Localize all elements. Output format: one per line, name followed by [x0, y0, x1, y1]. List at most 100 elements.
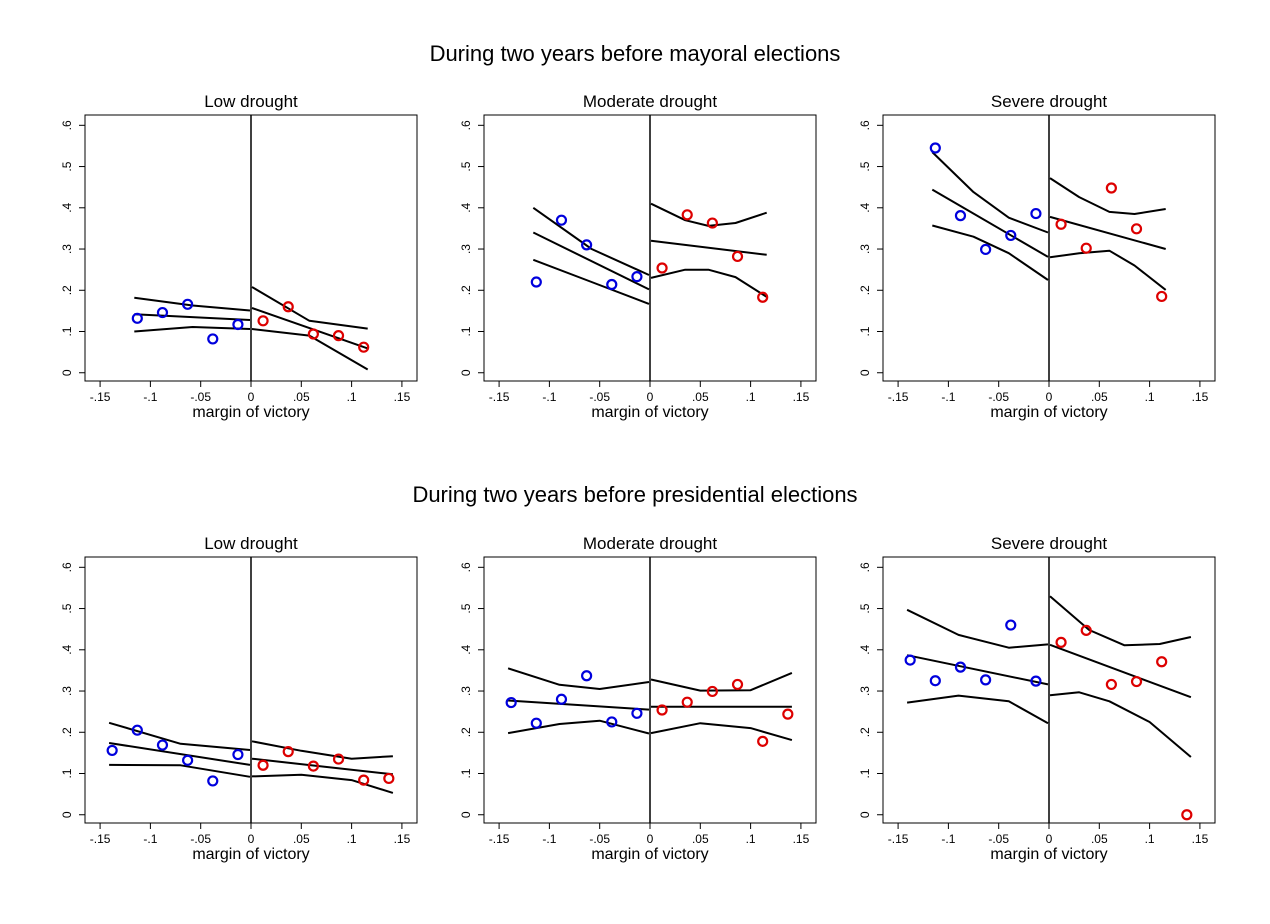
x-tick-label: -.1 [542, 832, 556, 846]
data-point-right [257, 315, 269, 327]
x-tick-label: .1 [746, 390, 756, 404]
data-point-right [307, 328, 319, 340]
data-point-left [606, 716, 618, 728]
y-tick-label: .5 [459, 161, 473, 171]
x-tick-label: -.1 [542, 390, 556, 404]
y-tick-label: 0 [60, 369, 74, 376]
data-point-right [257, 759, 269, 771]
y-tick-label: .6 [459, 562, 473, 572]
ci-lower-line [650, 268, 768, 298]
y-tick-label: .1 [459, 326, 473, 336]
x-tick-label: .15 [394, 832, 411, 846]
x-axis-label: margin of victory [192, 846, 309, 863]
panel-title: Low drought [204, 92, 298, 111]
data-point-left [530, 717, 542, 729]
x-tick-label: .1 [347, 832, 357, 846]
y-tick-label: .1 [459, 768, 473, 778]
y-tick-label: .1 [858, 326, 872, 336]
data-point-right [282, 301, 294, 313]
y-tick-label: .2 [60, 727, 74, 737]
ci-lower-line [507, 719, 650, 735]
data-point-right [332, 753, 345, 765]
data-point-right [757, 735, 769, 747]
y-tick-label: .2 [858, 727, 872, 737]
x-tick-label: .05 [293, 390, 310, 404]
x-tick-label: .15 [793, 832, 810, 846]
x-tick-label: -.05 [589, 390, 610, 404]
data-point-right [1105, 182, 1117, 194]
x-tick-label: .1 [746, 832, 756, 846]
y-tick-label: .5 [858, 161, 872, 171]
data-point-right [1055, 218, 1067, 230]
data-point-left [232, 318, 244, 331]
data-point-right [681, 209, 693, 221]
data-point-right [681, 696, 693, 708]
ci-upper-line [532, 206, 650, 276]
x-tick-label: .15 [394, 390, 411, 404]
y-tick-label: .5 [60, 603, 74, 613]
x-tick-label: .05 [293, 832, 310, 846]
panel-2: Moderate drought -.15 -.1 -.05 0 .05 .1 .15 0 .1.… [459, 92, 817, 421]
data-point-right [1156, 290, 1168, 303]
data-point-left [156, 306, 169, 319]
y-tick-label: .3 [60, 686, 74, 696]
data-point-left [980, 674, 992, 686]
x-tick-label: 0 [248, 832, 255, 846]
y-tick-label: .4 [60, 644, 74, 654]
fit-line [108, 742, 251, 766]
y-tick-label: .3 [858, 244, 872, 254]
y-tick-label: .3 [858, 686, 872, 696]
x-tick-label: .05 [692, 832, 709, 846]
panel-6: Severe drought -.15 -.1 -.05 0 .05 .1 .15 0 .1 .2.… [858, 534, 1216, 863]
y-tick-label: .4 [459, 644, 473, 654]
x-tick-label: .1 [347, 390, 357, 404]
ci-lower-line [532, 258, 650, 305]
ci-upper-line [1049, 595, 1192, 647]
data-point-left [980, 243, 992, 256]
data-point-left [207, 775, 219, 787]
x-tick-label: -.15 [489, 390, 510, 404]
panel-1: Low drought -.15 -.1 -.05 0 .05 .1 .15 0 .1 .2 .3 .4… [60, 92, 418, 421]
x-axis-label: margin of victory [591, 846, 708, 863]
y-tick-label: .5 [60, 161, 74, 171]
ci-lower-line [650, 722, 793, 742]
data-point-right [1055, 636, 1067, 648]
data-point-left [555, 693, 568, 705]
x-tick-label: -.1 [941, 390, 955, 404]
y-tick-label: .2 [60, 285, 74, 295]
x-tick-label: 0 [1046, 832, 1053, 846]
ci-lower-line [932, 224, 1049, 281]
panel-title: Moderate drought [583, 534, 717, 553]
panel-title: Moderate drought [583, 92, 717, 111]
fit-line [931, 188, 1049, 258]
data-point-left [631, 707, 643, 719]
data-point-right [757, 291, 769, 303]
data-point-left [929, 675, 941, 687]
panel-5: Moderate drought -.15 -.1 -.05 0 .05 .1 .15 0 .1.… [459, 534, 817, 863]
row-title-mayoral: During two years before mayoral election… [430, 41, 841, 66]
y-tick-label: .3 [60, 244, 74, 254]
ci-upper-line [906, 608, 1049, 649]
y-tick-label: 0 [459, 369, 473, 376]
x-tick-label: 0 [647, 390, 654, 404]
y-tick-label: .4 [858, 202, 872, 212]
x-tick-label: -.05 [988, 832, 1009, 846]
x-tick-label: .15 [793, 390, 810, 404]
data-point-left [182, 754, 194, 766]
data-point-right [731, 250, 744, 263]
ci-lower-line [134, 326, 251, 333]
fit-line [251, 307, 369, 350]
x-tick-label: -.05 [190, 390, 211, 404]
data-point-right [656, 704, 668, 716]
data-point-right [358, 774, 370, 786]
data-point-right [731, 678, 744, 691]
row-title-presidential: During two years before presidential ele… [412, 482, 857, 507]
data-point-left [505, 696, 517, 709]
y-tick-label: 0 [459, 811, 473, 818]
data-point-left [156, 739, 169, 751]
y-tick-label: .3 [459, 244, 473, 254]
fit-line [251, 757, 394, 776]
fit-line [532, 231, 650, 291]
y-tick-label: .4 [459, 202, 473, 212]
data-point-left [954, 210, 967, 222]
